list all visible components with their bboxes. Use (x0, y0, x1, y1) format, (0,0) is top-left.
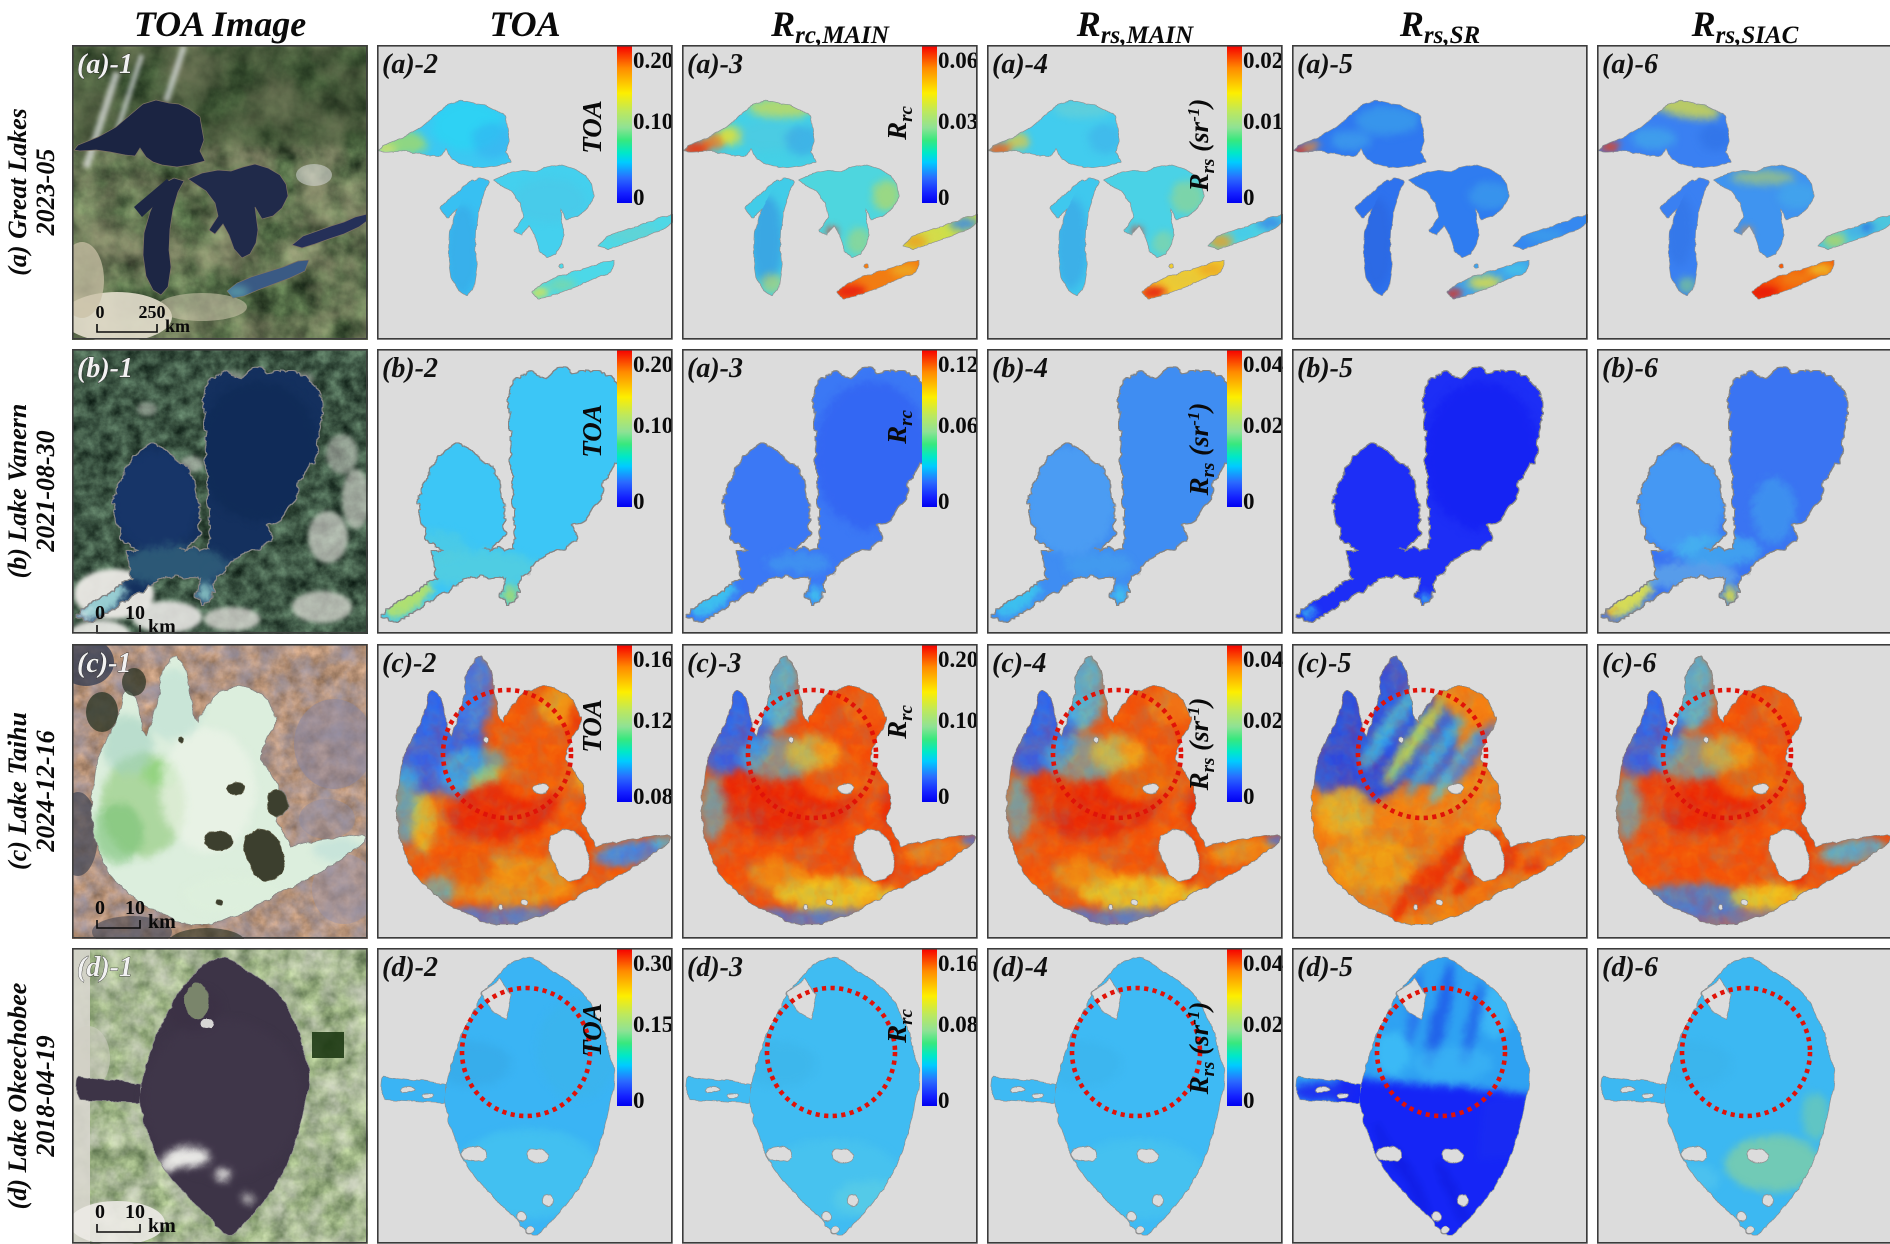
svg-text:2018-04-19: 2018-04-19 (31, 1035, 60, 1157)
svg-text:0.20: 0.20 (633, 352, 673, 377)
svg-text:0.02: 0.02 (1243, 708, 1283, 733)
svg-text:0.12: 0.12 (633, 708, 673, 733)
svg-text:(b)-6: (b)-6 (1602, 353, 1658, 384)
svg-text:(a)-2: (a)-2 (382, 49, 438, 80)
svg-text:(b)-5: (b)-5 (1297, 353, 1353, 384)
svg-text:0.15: 0.15 (633, 1012, 673, 1037)
svg-text:km: km (165, 316, 190, 336)
svg-text:(a)-3: (a)-3 (687, 353, 743, 384)
svg-text:0: 0 (938, 185, 950, 210)
svg-text:0.01: 0.01 (1243, 109, 1283, 134)
svg-text:0.02: 0.02 (1243, 48, 1283, 73)
svg-text:0.02: 0.02 (1243, 413, 1283, 438)
svg-text:0.16: 0.16 (633, 647, 673, 672)
svg-text:0: 0 (95, 1201, 105, 1223)
svg-text:10: 10 (125, 897, 145, 919)
svg-text:km: km (148, 1215, 176, 1237)
svg-text:(a) Great Lakes: (a) Great Lakes (3, 108, 32, 276)
svg-text:0: 0 (633, 185, 645, 210)
svg-text:(a)-6: (a)-6 (1602, 49, 1658, 80)
svg-text:TOA: TOA (577, 1003, 607, 1057)
svg-text:250: 250 (139, 302, 166, 322)
svg-text:TOA: TOA (577, 404, 607, 458)
svg-text:km: km (148, 911, 176, 933)
svg-text:TOA: TOA (577, 100, 607, 154)
svg-text:TOA: TOA (577, 699, 607, 753)
svg-text:0.03: 0.03 (938, 109, 978, 134)
svg-text:0: 0 (938, 489, 950, 514)
svg-text:0: 0 (1243, 1088, 1255, 1113)
svg-text:0.16: 0.16 (938, 951, 978, 976)
svg-text:0.20: 0.20 (633, 48, 673, 73)
svg-text:(b) Lake Vanern: (b) Lake Vanern (3, 404, 32, 579)
svg-text:0: 0 (633, 489, 645, 514)
svg-text:0.10: 0.10 (633, 413, 673, 438)
svg-text:(b)-1: (b)-1 (77, 353, 133, 384)
svg-text:(a)-4: (a)-4 (992, 49, 1048, 80)
svg-text:2021-08-30: 2021-08-30 (31, 430, 60, 552)
svg-text:0.02: 0.02 (1243, 1012, 1283, 1037)
svg-text:0: 0 (95, 897, 105, 919)
svg-text:(d)-3: (d)-3 (687, 952, 743, 983)
svg-text:0: 0 (95, 602, 105, 624)
svg-text:Rrc,MAIN: Rrc,MAIN (770, 4, 890, 49)
svg-text:0.08: 0.08 (938, 1012, 978, 1037)
svg-text:Rrs,MAIN: Rrs,MAIN (1076, 4, 1194, 49)
svg-text:0.30: 0.30 (633, 951, 673, 976)
svg-text:(b)-2: (b)-2 (382, 353, 438, 384)
svg-text:(d)-4: (d)-4 (992, 952, 1048, 983)
svg-text:(c)-2: (c)-2 (382, 648, 436, 679)
svg-text:(b)-4: (b)-4 (992, 353, 1048, 384)
svg-text:0.10: 0.10 (938, 708, 978, 733)
svg-text:(a)-5: (a)-5 (1297, 49, 1353, 80)
svg-text:0.04: 0.04 (1243, 647, 1284, 672)
svg-text:0: 0 (633, 1088, 645, 1113)
svg-text:0: 0 (1243, 185, 1255, 210)
svg-text:0.20: 0.20 (938, 647, 978, 672)
svg-text:(d)-1: (d)-1 (77, 952, 133, 983)
svg-text:Rrs,SIAC: Rrs,SIAC (1691, 4, 1799, 49)
svg-text:km: km (148, 616, 176, 638)
svg-text:0.06: 0.06 (938, 413, 978, 438)
svg-text:(c)-1: (c)-1 (77, 648, 131, 679)
svg-text:(c)-6: (c)-6 (1602, 648, 1656, 679)
svg-text:10: 10 (125, 602, 145, 624)
svg-text:0.12: 0.12 (938, 352, 978, 377)
svg-text:0: 0 (1243, 784, 1255, 809)
svg-text:Rrc: Rrc (882, 1009, 917, 1044)
svg-text:0: 0 (1243, 489, 1255, 514)
svg-text:(d)-2: (d)-2 (382, 952, 438, 983)
svg-text:0.04: 0.04 (1243, 951, 1284, 976)
svg-text:0.08: 0.08 (633, 784, 673, 809)
svg-text:TOA Image: TOA Image (134, 4, 306, 44)
svg-text:0.10: 0.10 (633, 109, 673, 134)
svg-text:(d)-5: (d)-5 (1297, 952, 1353, 983)
svg-text:TOA: TOA (489, 4, 560, 44)
svg-text:2023-05: 2023-05 (31, 149, 60, 237)
svg-text:(c)-4: (c)-4 (992, 648, 1046, 679)
svg-text:0.04: 0.04 (1243, 352, 1284, 377)
svg-text:0.06: 0.06 (938, 48, 978, 73)
svg-text:(c)-5: (c)-5 (1297, 648, 1351, 679)
svg-text:(c) Lake Taihu: (c) Lake Taihu (3, 712, 32, 870)
svg-text:(d) Lake Okeechobee: (d) Lake Okeechobee (3, 983, 32, 1210)
svg-text:(c)-3: (c)-3 (687, 648, 741, 679)
svg-text:Rrs,SR: Rrs,SR (1399, 4, 1480, 49)
svg-text:2024-12-16: 2024-12-16 (31, 730, 60, 852)
svg-text:(a)-1: (a)-1 (77, 49, 133, 80)
svg-text:(a)-3: (a)-3 (687, 49, 743, 80)
svg-text:(d)-6: (d)-6 (1602, 952, 1658, 983)
svg-text:0: 0 (96, 302, 105, 322)
svg-text:0: 0 (938, 784, 950, 809)
svg-text:0: 0 (938, 1088, 950, 1113)
svg-text:10: 10 (125, 1201, 145, 1223)
